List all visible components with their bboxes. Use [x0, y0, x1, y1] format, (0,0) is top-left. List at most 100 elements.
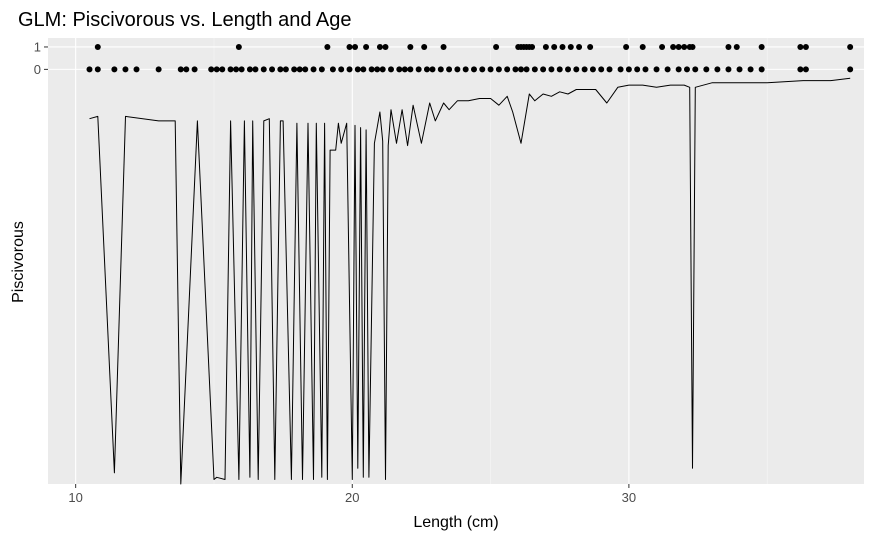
- data-point: [565, 66, 572, 73]
- x-tick-label: 10: [68, 490, 82, 505]
- data-point: [493, 43, 500, 50]
- data-point: [374, 66, 381, 73]
- data-point: [847, 43, 854, 50]
- data-point: [324, 43, 331, 50]
- chart-title: GLM: Piscivorous vs. Length and Age: [18, 9, 352, 31]
- data-point: [94, 66, 101, 73]
- data-point: [235, 43, 242, 50]
- data-point: [797, 43, 804, 50]
- y-axis-label: Piscivorous: [10, 221, 27, 303]
- series-layer: [86, 43, 854, 485]
- data-point: [86, 66, 93, 73]
- data-point: [329, 66, 336, 73]
- data-point: [252, 66, 259, 73]
- data-point: [291, 66, 298, 73]
- data-point: [213, 66, 220, 73]
- y-axis: 01: [34, 39, 48, 77]
- grid-minor: [213, 38, 768, 484]
- data-point: [542, 43, 549, 50]
- data-point: [689, 43, 696, 50]
- data-point: [675, 66, 682, 73]
- data-point: [623, 43, 630, 50]
- data-point: [634, 66, 641, 73]
- data-point: [376, 43, 383, 50]
- x-tick-label: 30: [622, 490, 636, 505]
- data-point: [581, 66, 588, 73]
- data-point: [487, 66, 494, 73]
- data-point: [363, 43, 370, 50]
- data-point: [567, 43, 574, 50]
- data-point: [670, 43, 677, 50]
- data-point: [598, 66, 605, 73]
- data-point: [725, 43, 732, 50]
- data-point: [122, 66, 129, 73]
- data-point: [177, 66, 184, 73]
- data-point: [556, 66, 563, 73]
- data-point: [429, 66, 436, 73]
- data-point: [703, 66, 710, 73]
- data-point: [736, 66, 743, 73]
- data-point: [540, 66, 547, 73]
- data-point: [227, 66, 234, 73]
- data-point: [415, 66, 422, 73]
- data-point: [446, 66, 453, 73]
- y-tick-label: 1: [34, 39, 41, 54]
- data-point: [681, 43, 688, 50]
- data-point: [692, 66, 699, 73]
- data-point: [758, 66, 765, 73]
- data-point: [111, 66, 118, 73]
- data-point: [183, 66, 190, 73]
- data-point: [576, 43, 583, 50]
- data-point: [606, 66, 613, 73]
- data-point: [282, 66, 289, 73]
- data-point: [296, 66, 303, 73]
- data-point: [523, 66, 530, 73]
- data-point: [260, 66, 267, 73]
- data-point: [346, 66, 353, 73]
- data-point: [733, 43, 740, 50]
- data-point: [440, 43, 447, 50]
- data-point: [495, 66, 502, 73]
- data-point: [352, 43, 359, 50]
- data-point: [675, 43, 682, 50]
- data-point: [407, 43, 414, 50]
- data-point: [747, 66, 754, 73]
- x-axis-label: Length (cm): [413, 514, 498, 531]
- data-point: [338, 66, 345, 73]
- data-point: [551, 43, 558, 50]
- data-point: [208, 66, 215, 73]
- data-point: [360, 66, 367, 73]
- data-point: [683, 66, 690, 73]
- data-point: [396, 66, 403, 73]
- data-point: [559, 43, 566, 50]
- data-point: [639, 43, 646, 50]
- data-point: [531, 66, 538, 73]
- x-tick-label: 20: [345, 490, 359, 505]
- data-point: [454, 66, 461, 73]
- data-point: [94, 43, 101, 50]
- data-point: [407, 66, 414, 73]
- data-point: [191, 66, 198, 73]
- data-point: [504, 66, 511, 73]
- data-point: [354, 66, 361, 73]
- data-point: [423, 66, 430, 73]
- data-point: [368, 66, 375, 73]
- data-point: [437, 66, 444, 73]
- data-point: [512, 66, 519, 73]
- data-point: [233, 66, 240, 73]
- y-tick-label: 0: [34, 62, 41, 77]
- data-point: [725, 66, 732, 73]
- data-point: [238, 66, 245, 73]
- data-point: [155, 66, 162, 73]
- data-point: [346, 43, 353, 50]
- data-point: [133, 66, 140, 73]
- data-point: [714, 66, 721, 73]
- data-point: [802, 43, 809, 50]
- x-axis: 10 20 30: [68, 484, 636, 505]
- data-point: [625, 66, 632, 73]
- data-point: [802, 66, 809, 73]
- data-point: [470, 66, 477, 73]
- data-point: [529, 43, 536, 50]
- data-point: [797, 66, 804, 73]
